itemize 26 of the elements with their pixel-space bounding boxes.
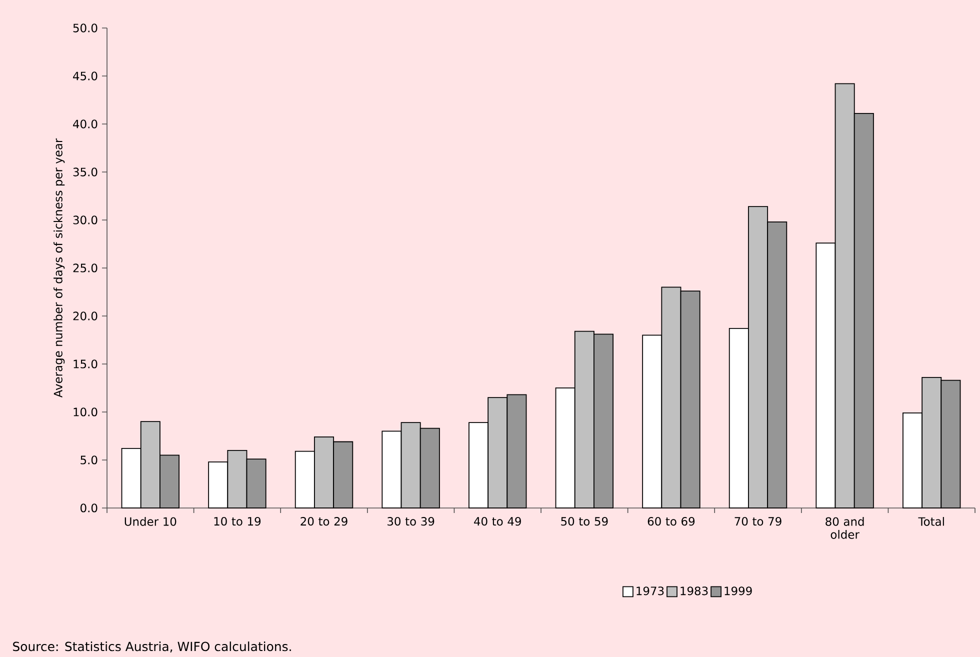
- y-tick-label: 50.0: [73, 24, 98, 32]
- x-tick-label: Total: [918, 517, 944, 526]
- y-tick-label: 0.0: [80, 504, 98, 512]
- y-tick-label: 10.0: [74, 408, 98, 416]
- x-tick-label: 30 to 39: [388, 517, 434, 526]
- x-tick-label: Under 10: [124, 517, 176, 526]
- x-tick-label: 60 to 69: [648, 517, 695, 526]
- y-tick-label: 20.0: [73, 312, 98, 320]
- y-axis-title: Average number of days of sickness per year: [54, 138, 65, 398]
- y-tick-label: 25.0: [73, 264, 98, 272]
- y-tick-label: 35.0: [73, 168, 98, 176]
- x-tick-label: 10 to 19: [214, 517, 261, 526]
- y-tick-label: 30.0: [73, 216, 98, 224]
- y-tick-label: 5.0: [80, 456, 98, 464]
- x-tick-label: 50 to 59: [561, 517, 608, 526]
- legend-label: 1983: [680, 586, 708, 596]
- y-tick-label: 45.0: [73, 72, 98, 80]
- legend-label: 1999: [724, 586, 752, 596]
- legend-label: 1973: [636, 586, 664, 596]
- x-tick-label: 20 to 29: [300, 517, 348, 526]
- x-tick-label: 70 to 79: [734, 517, 782, 526]
- y-tick-label: 15.0: [74, 360, 98, 368]
- source-note: Source: Statistics Austria, WIFO calculations.: [13, 642, 291, 652]
- x-tick-label: 80 and older: [826, 517, 864, 539]
- y-tick-label: 40.0: [73, 120, 98, 128]
- x-tick-label: 40 to 49: [474, 517, 521, 526]
